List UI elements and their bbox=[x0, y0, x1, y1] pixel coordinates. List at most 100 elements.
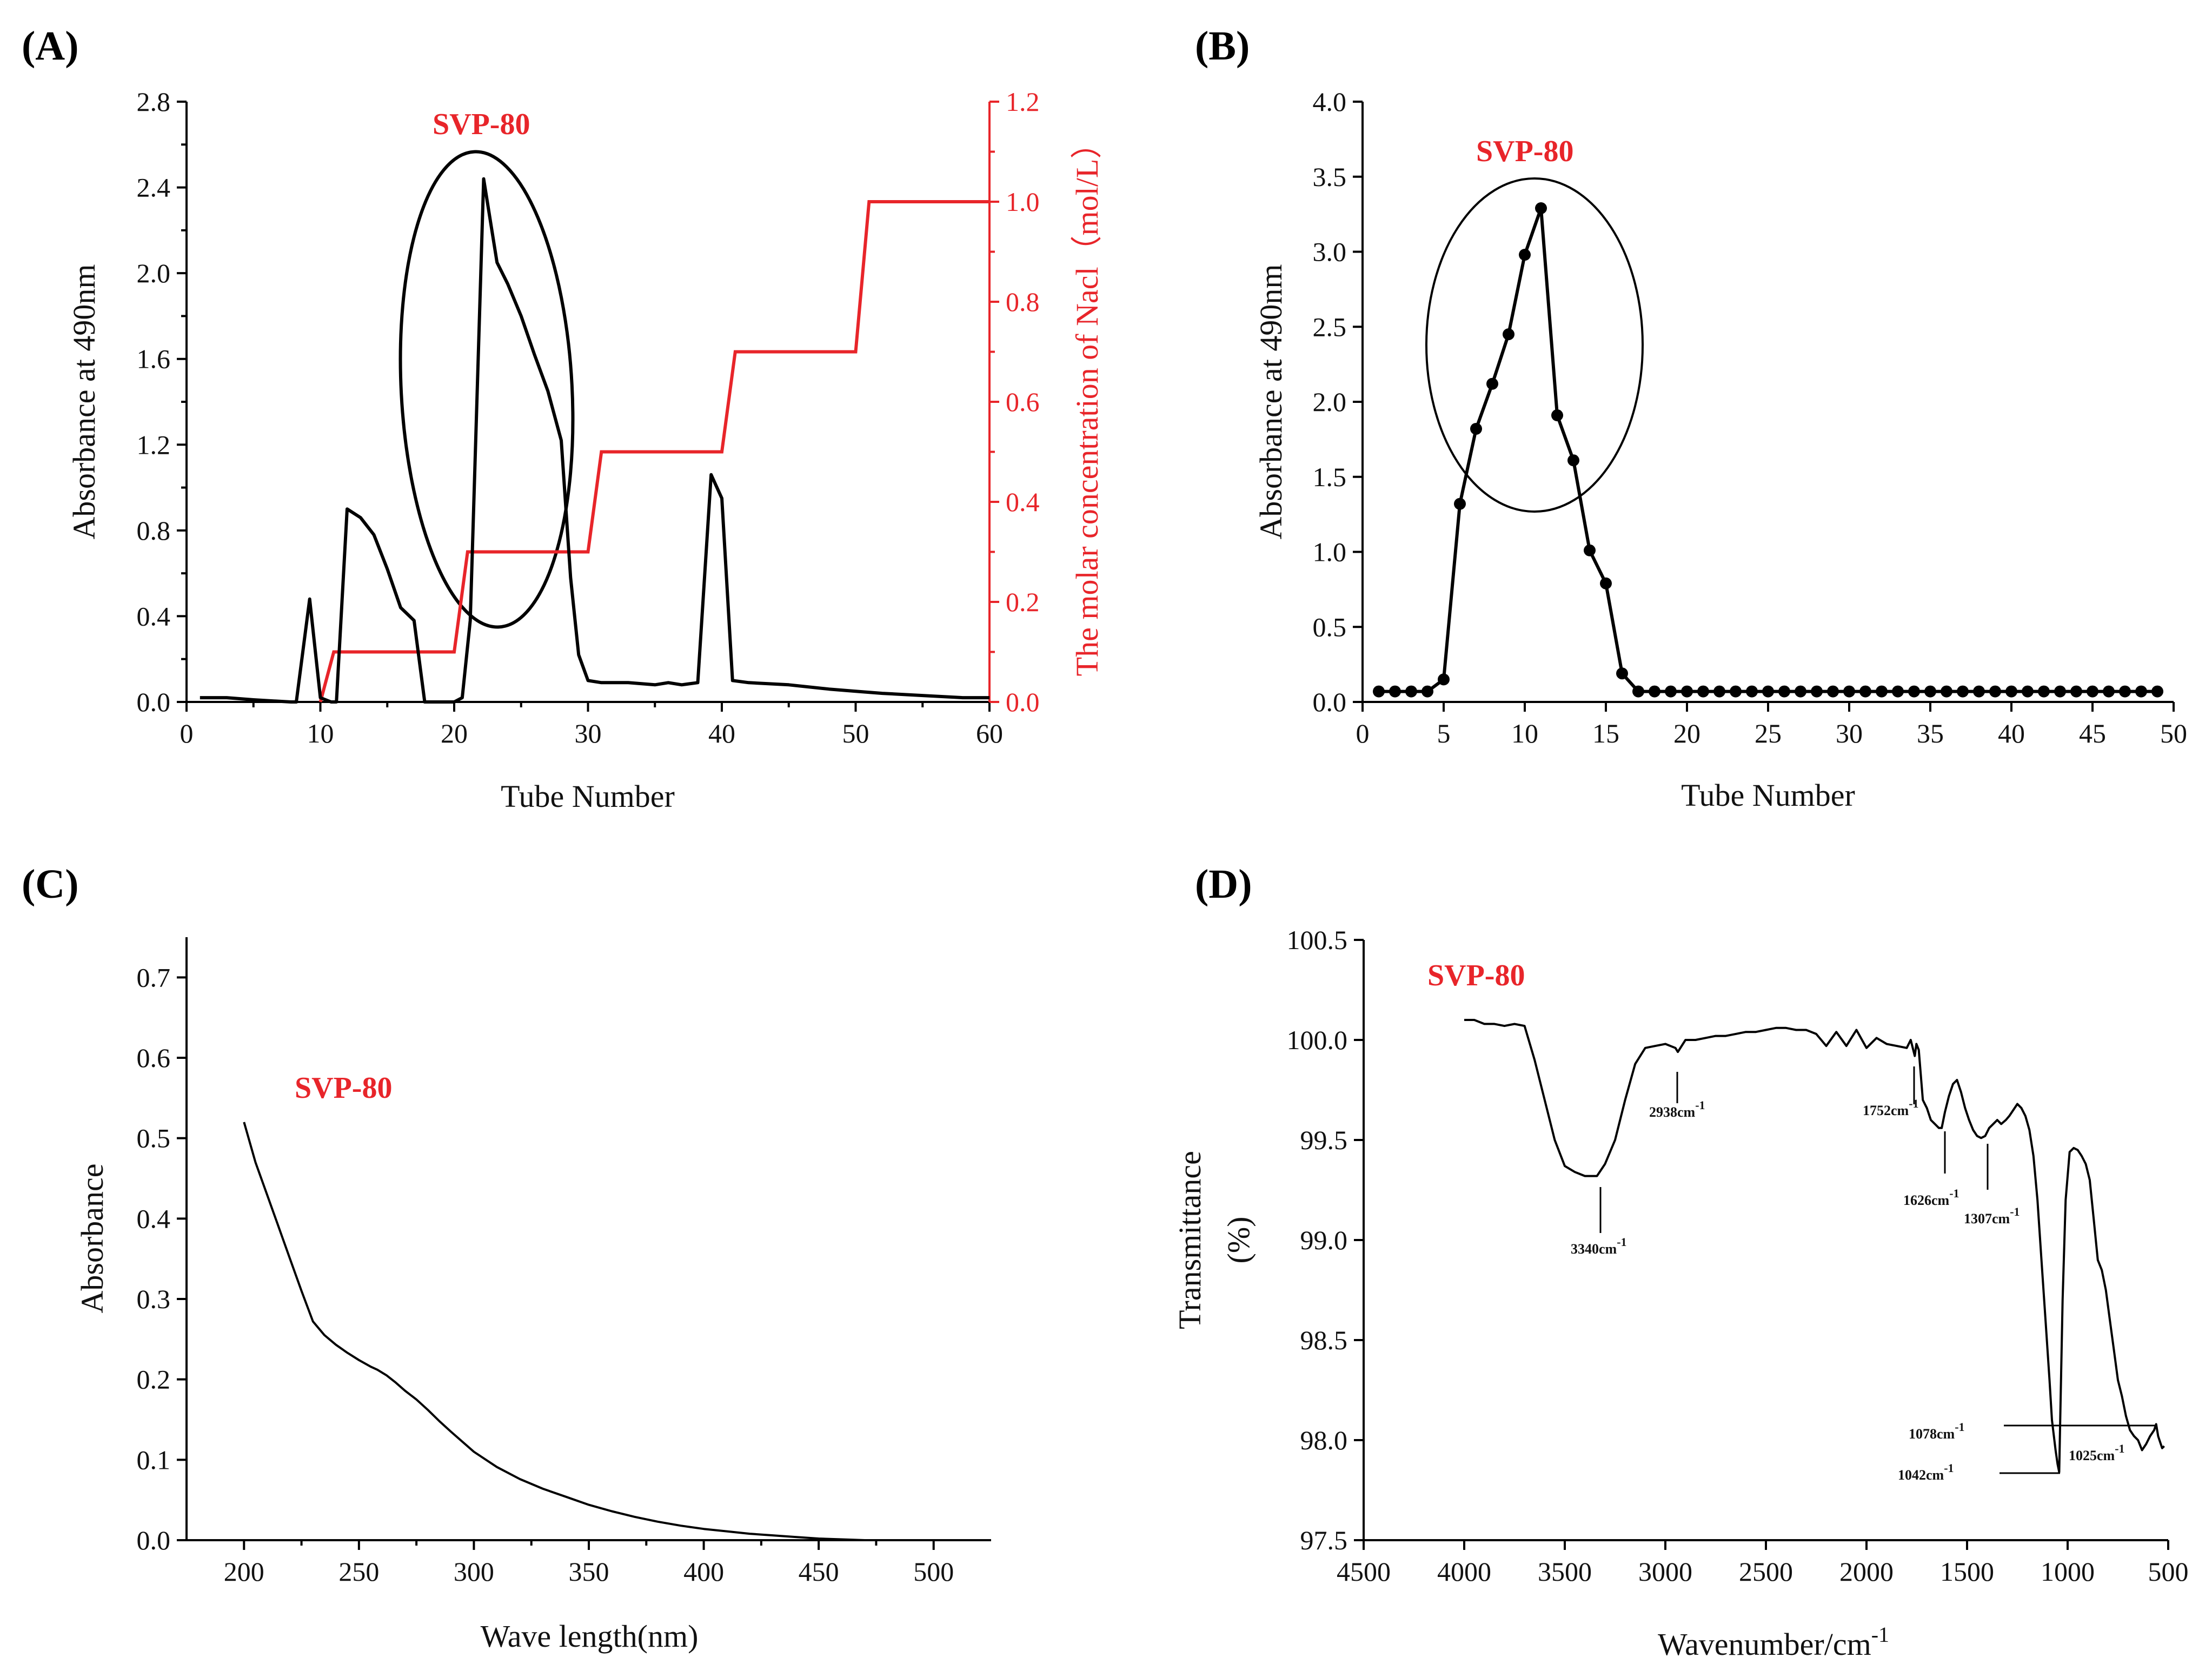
panel-b-data-point bbox=[1795, 685, 1806, 698]
panel-a-y2label: The molar concentration of Nacl（mol/L） bbox=[1070, 128, 1105, 677]
panel-b-data-point bbox=[1746, 685, 1758, 698]
panel-b-data-point bbox=[1811, 685, 1823, 698]
panel-a-nacl-line bbox=[318, 200, 989, 702]
panel-b-xtick-label: 10 bbox=[1511, 718, 1538, 748]
panel-a-ytick-label: 0.4 bbox=[137, 601, 171, 631]
panel-b-data-point bbox=[1681, 685, 1693, 698]
panel-d-ytick-label: 97.5 bbox=[1300, 1525, 1348, 1555]
panel-b-data-point bbox=[2135, 685, 2147, 698]
panel-b-data-point bbox=[1632, 685, 1644, 698]
panel-b-xlabel: Tube Number bbox=[1681, 778, 1855, 813]
panel-c-xtick-label: 350 bbox=[569, 1556, 609, 1587]
panel-a-ytick-label: 1.2 bbox=[137, 429, 171, 460]
panel-a-ytick-label: 2.0 bbox=[137, 258, 171, 288]
panel-b-ytick-label: 2.5 bbox=[1313, 311, 1347, 342]
panel-b-data-point bbox=[1421, 685, 1433, 698]
panel-b-data-point bbox=[1535, 202, 1547, 215]
panel-b-xtick-label: 25 bbox=[1755, 718, 1782, 748]
panel-c-ytick-label: 0.3 bbox=[137, 1284, 171, 1314]
panel-d-peak-label: 1042cm-1 bbox=[1898, 1461, 1954, 1483]
panel-d-xtick-label: 4000 bbox=[1437, 1556, 1491, 1587]
panel-d-ytick-label: 98.5 bbox=[1300, 1325, 1348, 1355]
panel-b-ytick-label: 1.5 bbox=[1313, 462, 1347, 492]
panel-b-ytick-label: 0.5 bbox=[1313, 612, 1347, 642]
panel-b-data-point bbox=[1373, 685, 1385, 698]
panel-b-data-point bbox=[1486, 377, 1498, 390]
panel-b-ytick-label: 3.5 bbox=[1313, 162, 1347, 192]
panel-b-data-point bbox=[1827, 685, 1839, 698]
panel-b-data-point bbox=[1405, 685, 1417, 698]
panel-d-ytick-label: 98.0 bbox=[1300, 1425, 1348, 1455]
panel-d-ytick-label: 100.0 bbox=[1287, 1025, 1348, 1055]
panel-b-data-point bbox=[1438, 673, 1450, 686]
panel-a-y2tick-label: 0.4 bbox=[1006, 487, 1040, 517]
panel-a-xtick-label: 50 bbox=[842, 718, 869, 748]
panel-d-xtick-label: 1000 bbox=[2041, 1556, 2095, 1587]
panel-a-xtick-label: 0 bbox=[180, 718, 194, 748]
panel-label-a: (A) bbox=[22, 23, 79, 69]
panel-b-data-point bbox=[1470, 422, 1482, 435]
panel-c-ytick-label: 0.4 bbox=[137, 1203, 171, 1234]
panel-b-xtick-label: 15 bbox=[1592, 718, 1619, 748]
panel-b-data-point bbox=[2005, 685, 2017, 698]
panel-c-ytick-label: 0.5 bbox=[137, 1123, 171, 1154]
panel-b-data-point bbox=[1876, 685, 1888, 698]
panel-b-data-point bbox=[1503, 328, 1514, 341]
panel-label-b: (B) bbox=[1195, 23, 1250, 69]
panel-a-peak-ellipse bbox=[398, 150, 575, 629]
panel-b-data-point bbox=[1973, 685, 1985, 698]
panel-b-data-point bbox=[1762, 685, 1774, 698]
panel-label-c: (C) bbox=[22, 861, 79, 907]
panel-b-data-point bbox=[1892, 685, 1904, 698]
panel-a-xtick-label: 10 bbox=[307, 718, 334, 748]
panel-d-peak-label: 1025cm-1 bbox=[2069, 1442, 2125, 1463]
panel-d-ylabel-unit: (%) bbox=[1221, 1217, 1256, 1264]
chart-panel-a: 0 10 20 30 40 50 600.00.40.81.21.62.02.42.80.0… bbox=[67, 87, 1105, 814]
panel-b-peak-ellipse bbox=[1425, 177, 1644, 513]
panel-b-xtick-label: 0 bbox=[1356, 718, 1370, 748]
panel-a-ytick-label: 2.8 bbox=[137, 87, 171, 117]
panel-d-xtick-label: 2500 bbox=[1739, 1556, 1793, 1587]
panel-c-ytick-label: 0.2 bbox=[137, 1364, 171, 1395]
panel-b-data-point bbox=[1616, 667, 1628, 680]
panel-d-xtick-label: 500 bbox=[2148, 1556, 2189, 1587]
panel-b-data-point bbox=[1665, 685, 1677, 698]
panel-d-peak-label: 1752cm-1 bbox=[1863, 1097, 1919, 1118]
panel-c-absorbance-line bbox=[243, 1122, 934, 1541]
panel-b-xtick-label: 50 bbox=[2160, 718, 2187, 748]
panel-a-ytick-label: 0.0 bbox=[137, 687, 171, 717]
panel-b-xtick-label: 20 bbox=[1673, 718, 1700, 748]
panel-a-xlabel: Tube Number bbox=[501, 779, 675, 814]
panel-b-data-point bbox=[1859, 685, 1871, 698]
panel-b-xtick-label: 30 bbox=[1836, 718, 1863, 748]
chart-panel-c: 200 250 300 350 400 450 500 0.0 0.1 0.2 0.3 0.4 0.5 0… bbox=[75, 937, 991, 1654]
panel-a-y2tick-label: 1.2 bbox=[1006, 87, 1040, 117]
panel-a-y2tick-label: 0.0 bbox=[1006, 687, 1040, 717]
panel-d-peak-label: 1078cm-1 bbox=[1909, 1420, 1965, 1442]
panel-c-xtick-label: 500 bbox=[913, 1556, 954, 1587]
panel-d-ylabel: Transmittance bbox=[1172, 1151, 1207, 1329]
panel-b-data-point bbox=[2054, 685, 2066, 698]
panel-c-xtick-label: 450 bbox=[799, 1556, 839, 1587]
panel-a-xtick-label: 30 bbox=[575, 718, 602, 748]
panel-d-peak-label: 1307cm-1 bbox=[1964, 1205, 2020, 1227]
panel-a-y2tick-label: 0.8 bbox=[1006, 287, 1040, 317]
panel-a-absorbance-line bbox=[200, 177, 989, 704]
panel-a-ytick-label: 0.8 bbox=[137, 515, 171, 546]
panel-c-annotation: SVP-80 bbox=[295, 1071, 392, 1105]
panel-c-axes bbox=[185, 937, 991, 1541]
panel-b-xtick-label: 45 bbox=[2079, 718, 2106, 748]
panel-a-annotation: SVP-80 bbox=[433, 108, 530, 141]
panel-b-data-point bbox=[1551, 409, 1563, 421]
panel-b-data-point bbox=[1713, 685, 1725, 698]
panel-c-ytick-label: 0.6 bbox=[137, 1043, 171, 1073]
panel-b-ytick-label: 4.0 bbox=[1313, 87, 1347, 117]
panel-b-data-point bbox=[2151, 685, 2163, 698]
panel-b-ytick-label: 2.0 bbox=[1313, 387, 1347, 417]
panel-c-ytick-label: 0.1 bbox=[137, 1444, 171, 1475]
panel-b-ytick-label: 0.0 bbox=[1313, 687, 1347, 717]
panel-a-y2tick-label: 0.2 bbox=[1006, 587, 1040, 617]
panel-c-ytick-label: 0.0 bbox=[137, 1525, 171, 1555]
panel-b-data-point bbox=[1843, 685, 1855, 698]
